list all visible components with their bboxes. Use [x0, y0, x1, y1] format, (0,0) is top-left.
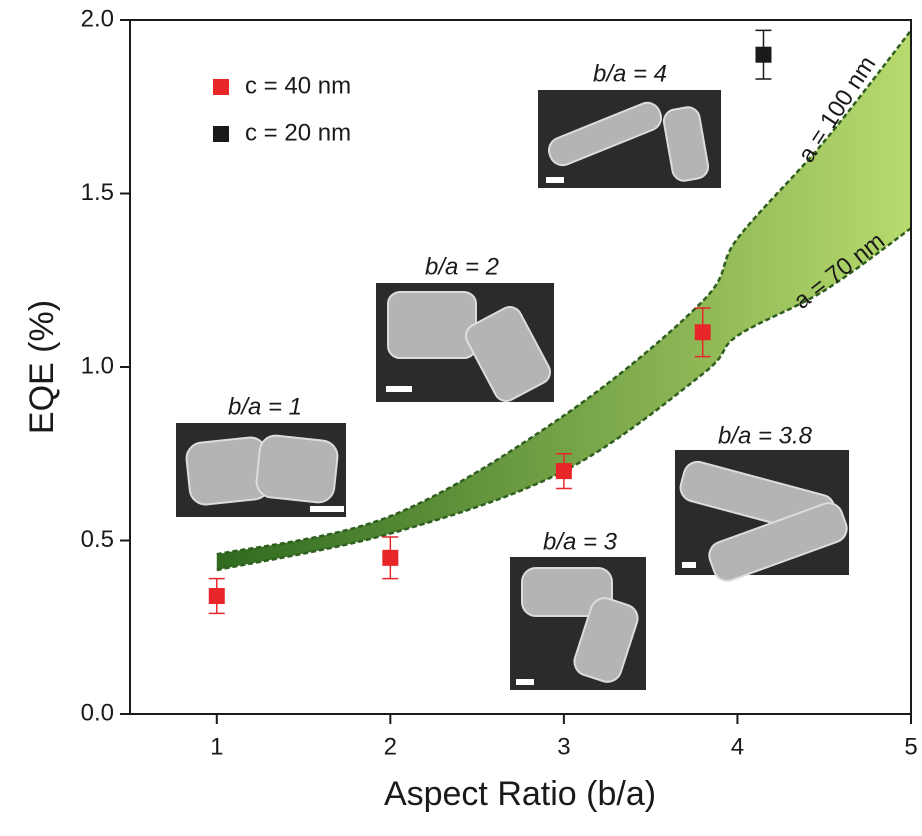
- image-label: b/a = 2: [425, 253, 499, 280]
- x-tick-label: 3: [557, 733, 570, 760]
- legend-label: c = 40 nm: [245, 72, 351, 99]
- sem-image: [538, 90, 721, 188]
- point: [382, 550, 398, 566]
- x-tick-label: 4: [731, 733, 744, 760]
- legend-marker: [213, 79, 229, 95]
- chart: b/a = 1 b/a = 2 b/a = 3 b/a = 4 b/a = 3.…: [0, 0, 922, 836]
- image-label: b/a = 3: [543, 528, 618, 555]
- x-axis-title: Aspect Ratio (b/a): [384, 775, 656, 813]
- sem-image: [376, 283, 554, 405]
- legend-marker: [213, 126, 229, 142]
- sem-image: [510, 557, 646, 690]
- image-label: b/a = 3.8: [718, 422, 813, 449]
- sem-image: [176, 423, 346, 517]
- image-label: b/a = 4: [593, 60, 667, 87]
- point: [695, 324, 711, 340]
- y-tick-label: 1.5: [81, 179, 114, 206]
- x-tick-label: 2: [384, 733, 397, 760]
- y-tick-label: 1.0: [81, 352, 114, 379]
- point: [755, 47, 771, 63]
- image-label: b/a = 1: [228, 393, 302, 420]
- legend-label: c = 20 nm: [245, 119, 351, 146]
- y-axis-title: EQE (%): [23, 300, 61, 434]
- y-tick-label: 0.0: [81, 699, 114, 726]
- point: [209, 588, 225, 604]
- x-tick-label: 1: [210, 733, 223, 760]
- point: [556, 463, 572, 479]
- y-tick-label: 2.0: [81, 5, 114, 32]
- y-tick-label: 0.5: [81, 526, 114, 553]
- sem-image: [675, 450, 851, 585]
- x-tick-label: 5: [904, 733, 917, 760]
